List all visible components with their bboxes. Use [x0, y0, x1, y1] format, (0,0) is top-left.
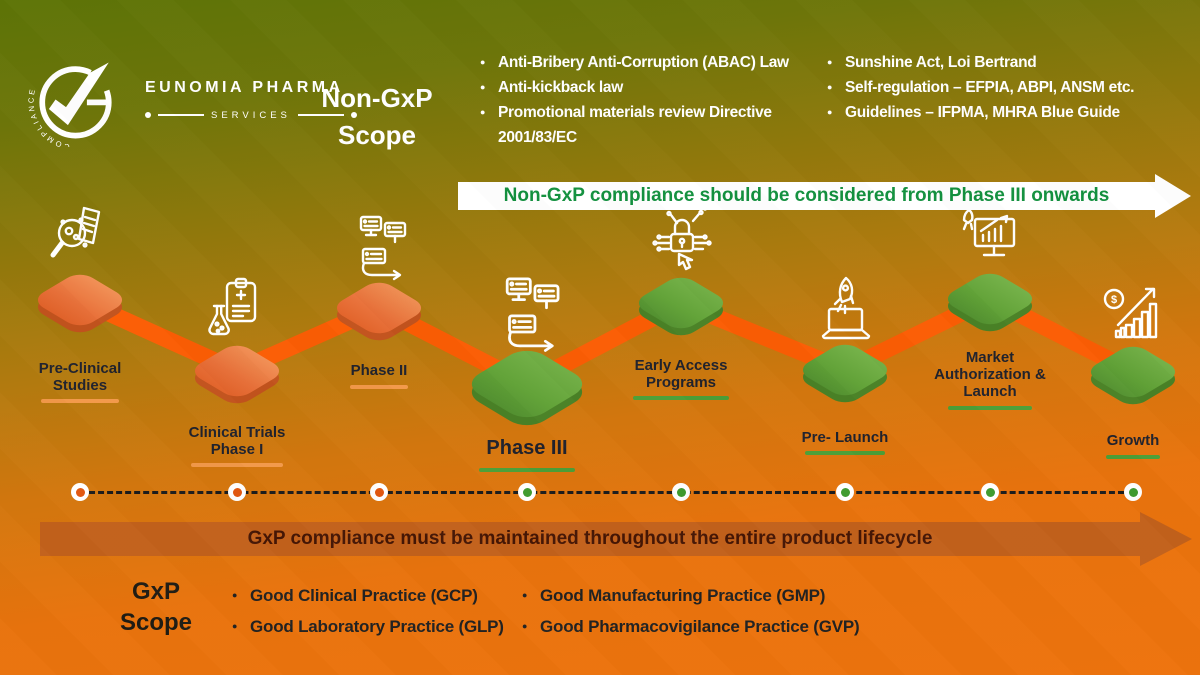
- phase-label: Growth: [1106, 432, 1160, 449]
- list-item: Good Laboratory Practice (GLP): [232, 611, 504, 642]
- phase-label: Phase III: [486, 437, 568, 459]
- gxp-list-right: Good Manufacturing Practice (GMP) Good P…: [522, 580, 860, 642]
- phase-underline: [479, 468, 575, 472]
- lifecycle-marker: [518, 483, 536, 501]
- arrow-head-icon: [1155, 174, 1191, 218]
- lifecycle-marker: [71, 483, 89, 501]
- brand-subtitle-row: SERVICES: [145, 110, 357, 121]
- research-magnifier-icon: [50, 206, 101, 258]
- phase-underline: [805, 451, 885, 455]
- non-gxp-banner-bar: Non-GxP compliance should be considered …: [458, 182, 1155, 210]
- phase-underline: [350, 385, 408, 389]
- phase-label: Pre-Clinical Studies: [38, 360, 122, 394]
- list-item: Good Manufacturing Practice (GMP): [522, 580, 860, 611]
- brand-name: EUNOMIA PHARMA: [145, 78, 344, 96]
- gxp-banner-bar: GxP compliance must be maintained throug…: [40, 522, 1140, 556]
- phase-underline: [191, 463, 283, 467]
- lifecycle-marker: [981, 483, 999, 501]
- lifecycle-marker: [672, 483, 690, 501]
- lifecycle-marker: [228, 483, 246, 501]
- list-item: Good Clinical Practice (GCP): [232, 580, 504, 611]
- phase-label: Early Access Programs: [634, 357, 728, 391]
- brand-text: EUNOMIA PHARMA SERVICES: [145, 79, 357, 121]
- non-gxp-title-line2: Scope: [337, 120, 417, 150]
- svg-text:$: $: [1111, 294, 1117, 306]
- list-item: Anti-kickback law: [480, 75, 828, 100]
- gxp-title-line2: Scope: [119, 609, 193, 636]
- phase-label: Pre- Launch: [801, 429, 889, 446]
- process-flow-icon: [505, 277, 560, 352]
- phase-label: Clinical Trials Phase I: [188, 424, 286, 458]
- non-gxp-list-left: Anti-Bribery Anti-Corruption (ABAC) Law …: [480, 50, 828, 150]
- non-gxp-title-line1: Non-GxP: [321, 83, 433, 113]
- lifecycle-marker: [836, 483, 854, 501]
- gxp-title-line1: GxP: [131, 578, 181, 605]
- list-item: Promotional materials review Directive 2…: [480, 100, 828, 150]
- gxp-scope-title: GxP Scope: [100, 576, 212, 638]
- non-gxp-list-right: Sunshine Act, Loi Bertrand Self-regulati…: [827, 50, 1145, 125]
- divider-line: [158, 114, 204, 116]
- phase-label: Phase II: [350, 362, 408, 379]
- rocket-laptop-icon: [821, 276, 871, 340]
- dot-icon: [145, 112, 151, 118]
- list-item: Anti-Bribery Anti-Corruption (ABAC) Law: [480, 50, 828, 75]
- list-item: Good Pharmacovigilance Practice (GVP): [522, 611, 860, 642]
- process-flow-icon: [359, 215, 407, 281]
- lifecycle-dotted-line: [80, 491, 1133, 494]
- list-item: Self-regulation – EFPIA, ABPI, ANSM etc.: [827, 75, 1145, 100]
- phase-underline: [948, 406, 1032, 410]
- list-item: Sunshine Act, Loi Bertrand: [827, 50, 1145, 75]
- compliance-check-emblem-icon: COMPLIANCE: [28, 62, 112, 147]
- phase-label: Market Authorization & Launch: [934, 349, 1046, 400]
- divider-line: [297, 114, 344, 116]
- brand-logo: COMPLIANCE EUNOMIA PHARMA SERVICES: [28, 52, 357, 147]
- gxp-banner-text: GxP compliance must be maintained throug…: [247, 528, 933, 549]
- secure-access-lock-icon: [652, 208, 712, 271]
- growth-chart-icon: $: [1103, 287, 1158, 339]
- dot-icon: [350, 112, 357, 118]
- non-gxp-scope-title: Non-GxP Scope: [310, 80, 444, 154]
- non-gxp-banner-arrow: Non-GxP compliance should be considered …: [458, 174, 1198, 218]
- brand-subtitle: SERVICES: [211, 109, 291, 121]
- arrow-head-icon: [1140, 512, 1192, 566]
- phase-underline: [633, 396, 729, 400]
- gxp-list-left: Good Clinical Practice (GCP) Good Labora…: [232, 580, 504, 642]
- lifecycle-marker: [1124, 483, 1142, 501]
- gxp-banner-arrow: GxP compliance must be maintained throug…: [40, 512, 1200, 566]
- phase-underline: [41, 399, 119, 403]
- non-gxp-banner-text: Non-GxP compliance should be considered …: [503, 185, 1110, 206]
- phase-underline: [1106, 455, 1160, 459]
- list-item: Guidelines – IFPMA, MHRA Blue Guide: [827, 100, 1145, 125]
- market-launch-monitor-icon: [962, 208, 1016, 257]
- clinical-trial-clipboard-icon: [208, 277, 257, 336]
- lifecycle-marker: [370, 483, 388, 501]
